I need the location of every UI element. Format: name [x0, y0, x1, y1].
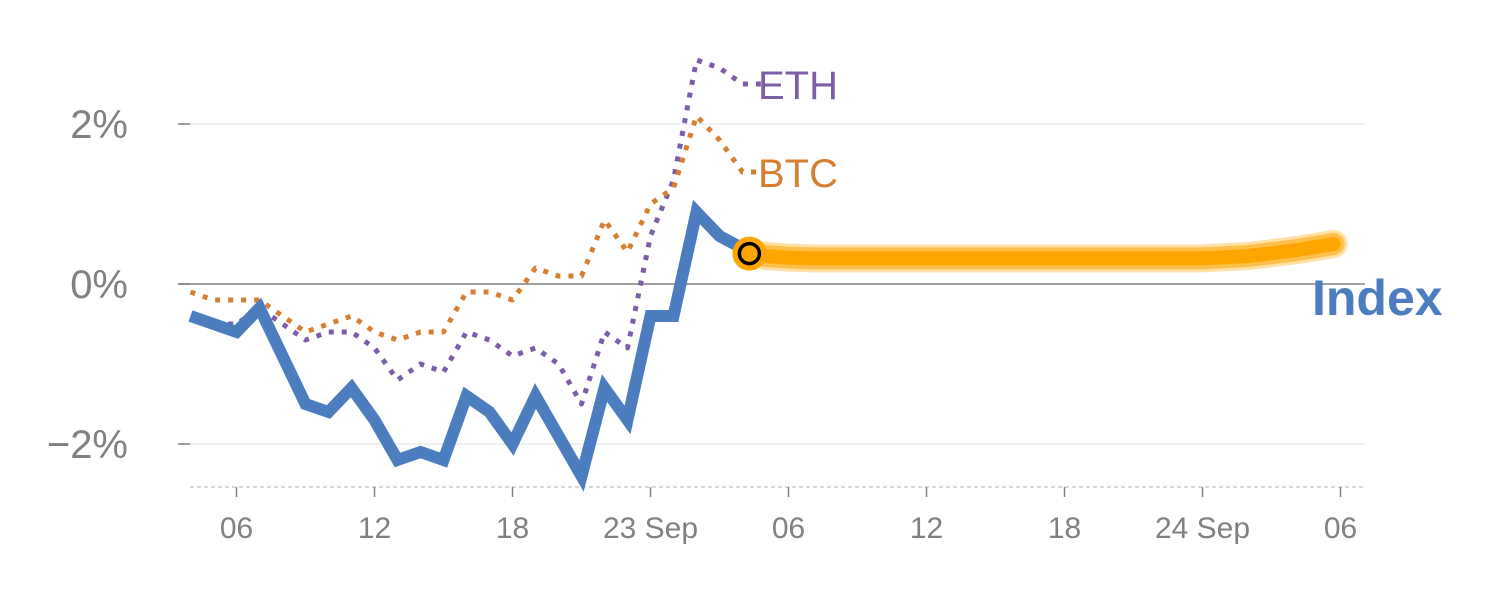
forecast-band-core: [742, 237, 1341, 266]
x-tick-label: 23 Sep: [603, 512, 698, 545]
x-tick-label: 06: [220, 512, 253, 545]
x-tick-label: 12: [910, 512, 943, 545]
x-tick-label: 06: [772, 512, 805, 545]
axes: 2% 0% −2% 06 12 18 23 Sep 06 12 18 24 Sep 06: [47, 103, 1365, 545]
x-tick-label: 18: [496, 512, 529, 545]
current-point-marker-ring: [737, 241, 762, 266]
series-line-eth: [189, 57, 766, 407]
series-label-index: Index: [1312, 270, 1443, 326]
x-tick-label: 06: [1324, 512, 1357, 545]
y-tick-label: 2%: [70, 103, 128, 147]
series-layer: [188, 57, 1348, 492]
series-label-eth: ETH: [758, 64, 838, 108]
x-tick-label: 12: [358, 512, 391, 545]
gridlines: [178, 123, 1365, 445]
series-label-btc: BTC: [758, 152, 838, 196]
x-tick-label: 18: [1048, 512, 1081, 545]
labels-layer: ETH BTC Index: [758, 64, 1443, 326]
x-tick-label: 24 Sep: [1155, 512, 1250, 545]
series-line-index: [188, 199, 753, 492]
y-tick-label: −2%: [47, 423, 128, 467]
y-tick-label: 0%: [70, 263, 128, 307]
